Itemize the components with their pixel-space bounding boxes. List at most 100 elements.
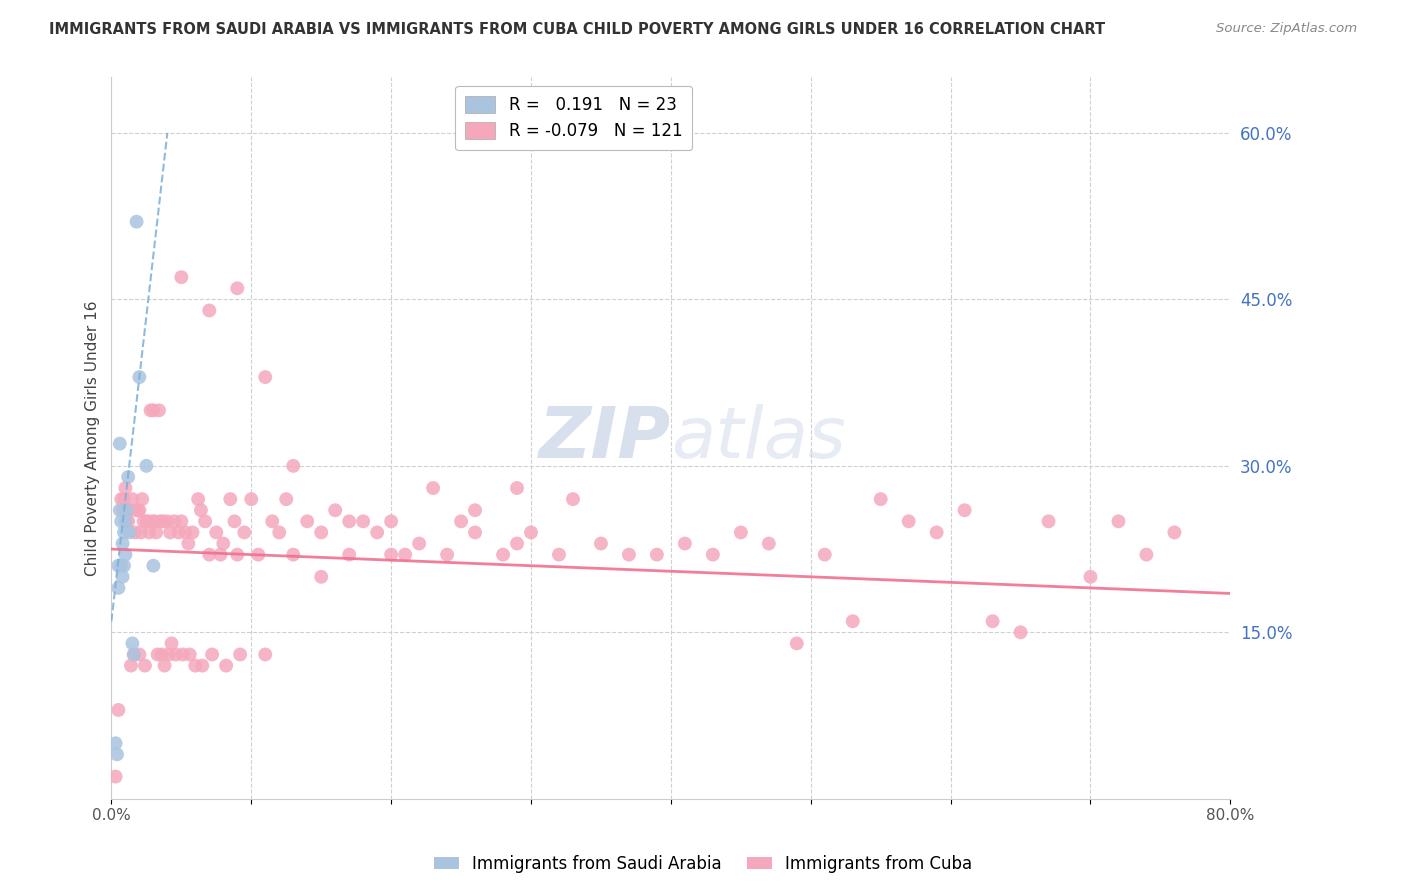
Point: [152, 514, 174, 528]
Point: [118, 525, 141, 540]
Point: [730, 525, 752, 540]
Point: [209, 548, 232, 562]
Point: [226, 281, 249, 295]
Point: [869, 492, 891, 507]
Point: [115, 503, 138, 517]
Point: [156, 514, 179, 528]
Point: [149, 514, 172, 528]
Point: [118, 503, 141, 517]
Point: [897, 514, 920, 528]
Point: [1135, 548, 1157, 562]
Point: [422, 481, 444, 495]
Point: [120, 658, 142, 673]
Point: [224, 514, 246, 528]
Point: [352, 514, 374, 528]
Y-axis label: Child Poverty Among Girls Under 16: Child Poverty Among Girls Under 16: [86, 301, 100, 576]
Point: [198, 548, 221, 562]
Point: [105, 747, 128, 762]
Point: [142, 558, 165, 573]
Point: [309, 525, 332, 540]
Point: [179, 648, 201, 662]
Legend: R =   0.191   N = 23, R = -0.079   N = 121: R = 0.191 N = 23, R = -0.079 N = 121: [456, 86, 692, 151]
Point: [111, 536, 134, 550]
Point: [107, 703, 129, 717]
Point: [380, 514, 402, 528]
Point: [240, 492, 263, 507]
Point: [841, 614, 863, 628]
Point: [492, 548, 515, 562]
Point: [215, 658, 238, 673]
Point: [254, 370, 277, 384]
Point: [104, 770, 127, 784]
Point: [107, 558, 129, 573]
Point: [134, 658, 156, 673]
Point: [548, 548, 571, 562]
Point: [953, 503, 976, 517]
Point: [981, 614, 1004, 628]
Point: [170, 514, 193, 528]
Point: [464, 525, 486, 540]
Point: [142, 403, 165, 417]
Point: [814, 548, 837, 562]
Point: [337, 548, 360, 562]
Point: [112, 558, 135, 573]
Point: [111, 570, 134, 584]
Point: [219, 492, 242, 507]
Point: [337, 514, 360, 528]
Point: [110, 492, 132, 507]
Point: [464, 503, 486, 517]
Point: [125, 503, 148, 517]
Point: [205, 525, 228, 540]
Point: [112, 525, 135, 540]
Point: [124, 525, 146, 540]
Legend: Immigrants from Saudi Arabia, Immigrants from Cuba: Immigrants from Saudi Arabia, Immigrants…: [427, 848, 979, 880]
Point: [786, 636, 808, 650]
Point: [562, 492, 585, 507]
Point: [153, 658, 176, 673]
Point: [135, 514, 157, 528]
Point: [198, 303, 221, 318]
Point: [160, 636, 183, 650]
Point: [254, 648, 277, 662]
Point: [309, 570, 332, 584]
Point: [112, 492, 135, 507]
Point: [115, 514, 138, 528]
Point: [110, 558, 132, 573]
Point: [297, 514, 319, 528]
Point: [114, 514, 136, 528]
Point: [1010, 625, 1032, 640]
Point: [702, 548, 724, 562]
Point: [170, 270, 193, 285]
Point: [135, 458, 157, 473]
Point: [121, 492, 143, 507]
Point: [758, 536, 780, 550]
Point: [233, 525, 256, 540]
Point: [136, 514, 159, 528]
Point: [159, 525, 181, 540]
Point: [1080, 570, 1102, 584]
Point: [114, 481, 136, 495]
Point: [129, 525, 152, 540]
Point: [450, 514, 472, 528]
Point: [366, 525, 388, 540]
Point: [163, 514, 186, 528]
Point: [111, 503, 134, 517]
Point: [191, 658, 214, 673]
Point: [408, 536, 430, 550]
Point: [141, 514, 163, 528]
Point: [506, 536, 529, 550]
Point: [177, 536, 200, 550]
Point: [262, 514, 284, 528]
Point: [132, 514, 155, 528]
Text: IMMIGRANTS FROM SAUDI ARABIA VS IMMIGRANTS FROM CUBA CHILD POVERTY AMONG GIRLS U: IMMIGRANTS FROM SAUDI ARABIA VS IMMIGRAN…: [49, 22, 1105, 37]
Point: [925, 525, 948, 540]
Point: [165, 648, 187, 662]
Point: [506, 481, 529, 495]
Point: [146, 648, 169, 662]
Point: [174, 525, 197, 540]
Point: [1038, 514, 1060, 528]
Text: atlas: atlas: [671, 403, 845, 473]
Point: [212, 536, 235, 550]
Point: [143, 514, 166, 528]
Point: [117, 470, 139, 484]
